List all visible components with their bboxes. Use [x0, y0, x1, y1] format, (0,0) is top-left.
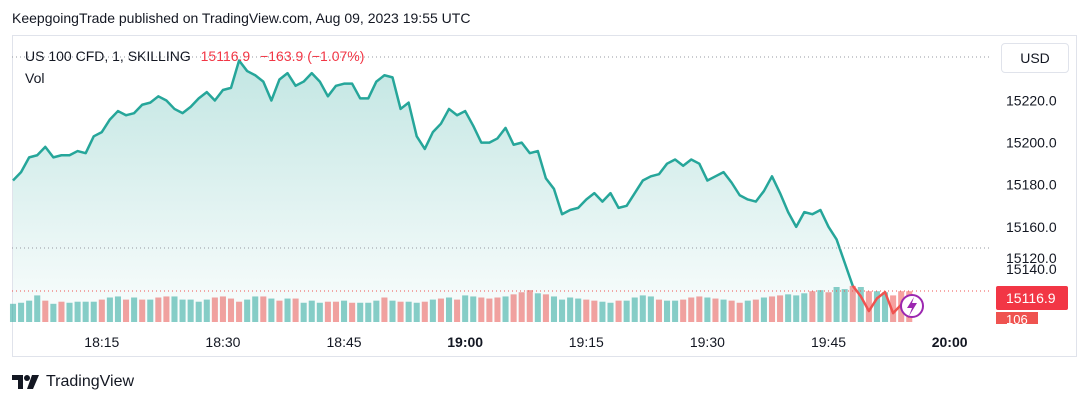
publish-info: KeepgoingTrade published on TradingView.… [12, 10, 471, 26]
last-price-label: 15116.9 [1006, 290, 1056, 306]
legend-price: 15116.9 [200, 48, 251, 64]
lightning-icon-glyph [907, 297, 917, 316]
x-tick-label: 19:00 [447, 334, 483, 350]
y-tick-label: 15120.0 [1006, 250, 1057, 266]
chart-legend: US 100 CFD, 1, SKILLING 15116.9 −163.9 (… [25, 48, 364, 64]
x-tick-label: 19:15 [569, 334, 604, 350]
volume-bar [890, 295, 897, 322]
price-line [12, 59, 854, 287]
x-tick-label: 18:30 [205, 334, 240, 350]
y-tick-label: 15140.0 [1006, 261, 1057, 277]
price-area [13, 60, 910, 323]
volume-bar [865, 291, 872, 322]
volume-label[interactable]: Vol [25, 70, 45, 86]
y-tick-label: 15200.0 [1006, 135, 1057, 151]
last-volume-badge [996, 312, 1038, 324]
symbol-label[interactable]: US 100 CFD, 1, SKILLING [25, 48, 191, 64]
x-tick-label: 19:30 [690, 334, 725, 350]
price-line-down [851, 285, 911, 319]
last-volume-label: 106 [1006, 312, 1028, 327]
tradingview-logo[interactable]: TradingView [12, 373, 134, 391]
x-tick-label: 19:45 [811, 334, 846, 350]
tradingview-brand: TradingView [46, 373, 135, 390]
chart-frame [12, 35, 1077, 357]
y-tick-label: 15220.0 [1006, 93, 1057, 109]
y-tick-label: 15180.0 [1006, 177, 1057, 193]
x-tick-label: 20:00 [932, 334, 968, 350]
currency-button[interactable]: USD [1001, 43, 1069, 73]
tradingview-logo-icon [12, 375, 39, 389]
x-tick-label: 18:45 [327, 334, 362, 350]
x-tick-label: 18:15 [84, 334, 119, 350]
legend-change: −163.9 (−1.07%) [260, 48, 365, 64]
last-price-badge [996, 286, 1068, 310]
y-tick-label: 15160.0 [1006, 219, 1057, 235]
